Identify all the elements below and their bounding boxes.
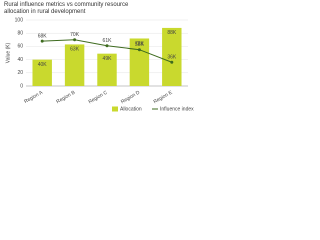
bar-value-label: 63K xyxy=(70,47,80,53)
x-tick-label: Region A xyxy=(23,89,44,105)
bar xyxy=(32,59,52,86)
chart: Value (K) 0 20 40 60 80 100 Region A Region B Reg… xyxy=(5,17,194,112)
legend-label: Influence index xyxy=(160,106,194,112)
line-value-label: 36K xyxy=(167,55,177,61)
bar-value-label: 49K xyxy=(103,56,113,62)
y-axis-label: Value (K) xyxy=(5,42,11,63)
chart-title: Rural influence metrics vs community res… xyxy=(4,2,129,15)
line-marker xyxy=(137,48,141,52)
line-marker xyxy=(40,39,44,43)
legend-swatch xyxy=(112,106,118,112)
bar-value-label: 40K xyxy=(38,62,48,68)
line-value-label: 55K xyxy=(135,42,145,48)
x-tick-label: Region B xyxy=(55,89,76,105)
line-value-label: 68K xyxy=(38,33,48,39)
line-marker xyxy=(170,60,174,64)
x-tick-label: Region E xyxy=(153,89,174,105)
bar-value-label: 72K xyxy=(135,41,145,47)
bar xyxy=(129,38,150,86)
x-tick-label: Region D xyxy=(120,89,141,105)
bar xyxy=(64,44,85,86)
line-value-label: 70K xyxy=(70,32,80,38)
legend-label: Allocation xyxy=(120,106,142,112)
line-marker xyxy=(73,38,77,42)
line-value-label: 61K xyxy=(103,38,113,44)
bar xyxy=(162,27,182,87)
bar xyxy=(97,53,117,86)
y-tick-label: 0 xyxy=(20,83,23,89)
y-tick-label: 40 xyxy=(17,57,23,63)
y-tick-label: 100 xyxy=(15,17,24,23)
line-marker xyxy=(105,44,109,48)
y-tick-label: 80 xyxy=(17,31,23,37)
bar-value-label: 88K xyxy=(167,30,177,36)
y-tick-label: 20 xyxy=(17,70,23,76)
y-tick-label: 60 xyxy=(17,44,23,50)
x-tick-label: Region C xyxy=(88,89,109,105)
chart-container: Value (K) 0 20 40 60 80 100 Region A Region B Reg… xyxy=(0,0,200,119)
